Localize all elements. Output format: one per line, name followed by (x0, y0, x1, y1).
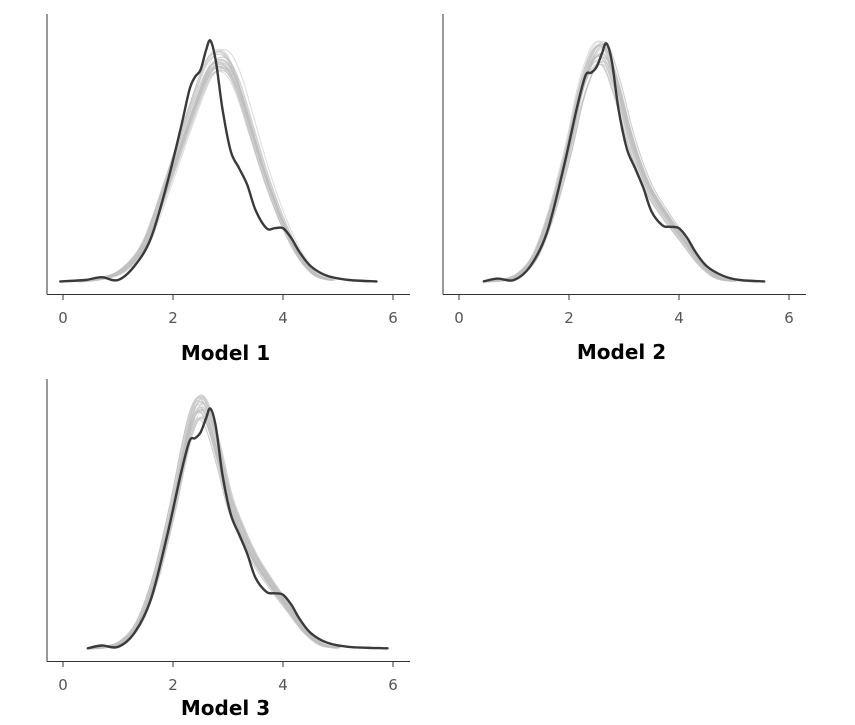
replicated-draw-line (486, 53, 734, 282)
x-tick-label: 0 (58, 676, 68, 694)
x-tick-label: 4 (674, 309, 684, 327)
replicated-draw-line (486, 52, 734, 282)
replicated-draw-line (90, 418, 339, 650)
replicated-draw-line (93, 408, 341, 649)
replicated-draws (76, 48, 336, 283)
x-tick-label: 4 (278, 676, 288, 694)
x-tick-label: 6 (388, 676, 398, 694)
observed-density-line (482, 42, 766, 283)
replicated-draw-line (91, 403, 340, 649)
panel-title: Model 1 (181, 341, 270, 365)
replicated-draw-line (82, 49, 336, 282)
replicated-draws (87, 394, 341, 650)
replicated-draws (483, 40, 738, 283)
replicated-draw-line (76, 62, 330, 283)
replicated-draw-line (485, 55, 733, 283)
x-tick-label: 6 (784, 309, 794, 327)
x-tick-label: 2 (564, 309, 574, 327)
observed-density-line (86, 407, 389, 650)
x-tick-label: 6 (388, 309, 398, 327)
replicated-draw-line (77, 66, 331, 283)
x-tick-label: 2 (168, 309, 178, 327)
replicated-draw-line (76, 66, 331, 283)
panel-model-1: 0 2 4 6 Model 1 (46, 14, 410, 365)
x-tick-label: 0 (454, 309, 464, 327)
replicated-draw-line (486, 44, 735, 282)
observed-density-line (59, 39, 378, 283)
panel-title: Model 2 (577, 340, 666, 364)
x-tick-label: 4 (278, 309, 288, 327)
replicated-draw-line (484, 58, 733, 283)
replicated-draw-line (488, 61, 736, 283)
replicated-draw-line (486, 63, 735, 283)
replicated-draw-line (483, 45, 732, 282)
replicated-draw-line (483, 63, 732, 283)
replicated-draw-line (77, 70, 331, 283)
replicated-draw-line (487, 53, 735, 282)
replicated-draw-line (88, 419, 336, 650)
panel-model-3: 0 2 4 6 Model 3 (46, 379, 410, 720)
replicated-draw-line (484, 54, 733, 283)
panel-model-2: 0 2 4 6 Model 2 (442, 14, 806, 364)
x-tick-label: 0 (58, 309, 68, 327)
panel-title: Model 3 (181, 696, 270, 720)
replicated-draw-line (488, 60, 737, 283)
x-tick-label: 2 (168, 676, 178, 694)
replicated-draw-line (484, 44, 733, 282)
